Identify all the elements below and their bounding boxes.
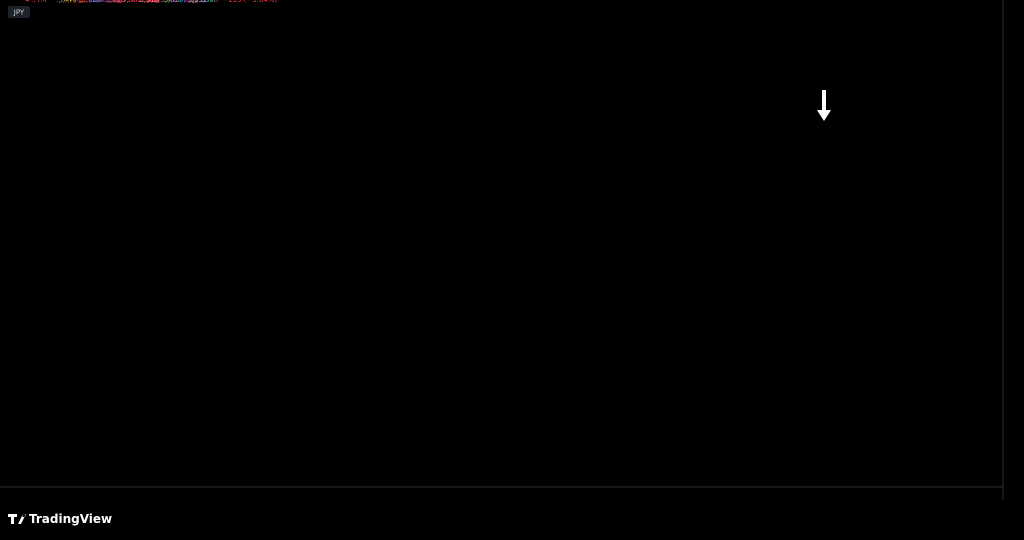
legend-value: 高値3,582 — [108, 0, 142, 4]
logo: TradingView — [8, 512, 112, 526]
legend-value: 17.53M — [190, 0, 216, 4]
legend-value: 3,221 — [63, 0, 83, 4]
legend-value: 3,751 — [81, 0, 101, 4]
legend-value: 3,585 — [58, 0, 78, 4]
legend-value: 3,332 — [187, 0, 207, 4]
logo-mark — [8, 514, 26, 524]
legend-name: 一目均衡表 (9, 26, 52, 26) — [0, 0, 87, 4]
legend-name: 良品計画 · 1日 · TSE — [0, 0, 66, 4]
annotation-arrow — [817, 90, 831, 121]
legend-entry: BB (25, SMA, close, 2) 3,751 3,420 — [0, 0, 125, 4]
legend-value: 終値3,516 — [184, 0, 219, 4]
legend-name: SMA (200, close) — [0, 0, 59, 4]
legend-entry: BB (25, SMA, close, 1) 3,668 3,503 — [0, 0, 125, 4]
legend-name: VRVP (Number Of Rows, 40, Up/Down) — [0, 0, 135, 4]
currency: JPY — [13, 9, 25, 17]
legend-name: SMA (25, close) — [0, 0, 55, 4]
legend-value: 4.51M — [25, 0, 47, 4]
legend-name: BB (25, SMA, close, 2) — [0, 0, 78, 4]
legend-value: 7.64M — [138, 0, 160, 4]
legend-name: BB (25, SMA, close, 1) — [0, 0, 78, 4]
legend-value: 3,516 — [139, 0, 160, 4]
legend-entry: 出来高 4.51M — [0, 0, 47, 4]
legend-value: 始値3,579 — [70, 0, 104, 4]
brand: TradingView — [29, 512, 112, 526]
legend-value: 9.89M — [164, 0, 186, 4]
legend-value: 安値3,498 — [146, 0, 180, 4]
legend-entry: 一目均衡表 (9, 26, 52, 26) 3,661 3,597 3,516 3,62… — [0, 0, 207, 4]
legend-value: 3,214 — [58, 0, 79, 4]
legend-value: 3,503 — [105, 0, 125, 4]
legend-value: 3,597 — [115, 0, 135, 4]
legend-value: 3,420 — [105, 0, 125, 4]
legend-value: 3,668 — [81, 0, 101, 4]
legend-entry: VRVP (Number Of Rows, 40, Up/Down) 7.64M 9… — [0, 0, 216, 4]
legend-entry: SMA (5, close) 3,647 — [0, 0, 74, 4]
legend-entry: SMA (200, close) 3,221 — [0, 0, 83, 4]
legend-value: −133 (−3.64%) — [222, 0, 277, 4]
legend-name: SMA (75, close) — [0, 0, 55, 4]
legend-name: 出来高 — [0, 0, 21, 4]
legend: 良品計画 · 1日 · TSE 始値3,579 高値3,582 安値3,498 終値3,… — [0, 0, 277, 4]
legend-entry: SMA (75, close) 3,214 — [0, 0, 79, 4]
legend-value: 3,661 — [91, 0, 111, 4]
currency-box[interactable] — [8, 6, 30, 18]
legend-name: SMA (5, close) — [0, 0, 50, 4]
legend-value: 3,647 — [54, 0, 74, 4]
legend-value: 3,629 — [163, 0, 183, 4]
legend-entry: 良品計画 · 1日 · TSE 始値3,579 高値3,582 安値3,498 終値3,… — [0, 0, 277, 4]
legend-entry: SMA (25, close) 3,585 — [0, 0, 78, 4]
